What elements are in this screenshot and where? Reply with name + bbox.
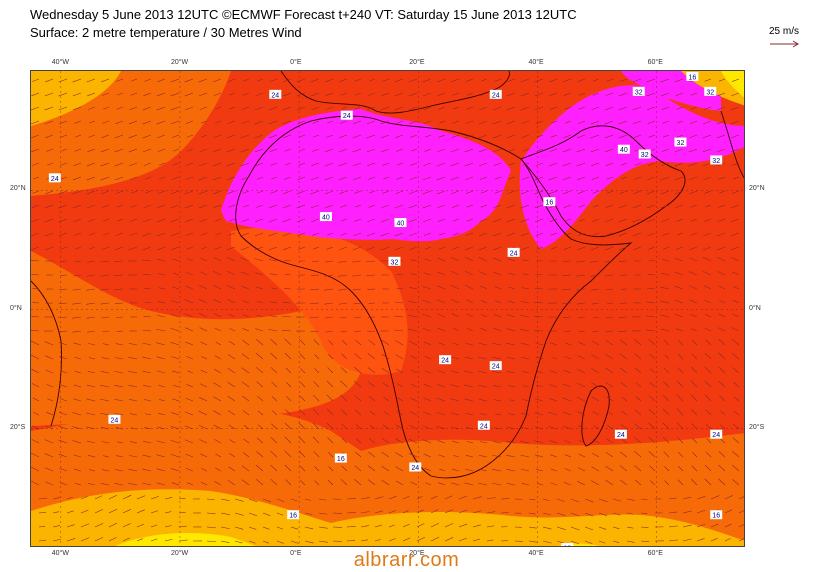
- longitude-tick-label: 20°E: [409, 59, 424, 66]
- contour-label: 16: [561, 543, 573, 547]
- svg-text:32: 32: [641, 152, 649, 159]
- contour-label: 40: [394, 218, 406, 228]
- contour-label: 24: [439, 355, 451, 365]
- contour-label: 32: [639, 149, 651, 159]
- svg-text:24: 24: [411, 465, 419, 472]
- contour-label: 24: [710, 430, 722, 440]
- contour-label: 32: [388, 257, 400, 267]
- svg-text:24: 24: [492, 92, 500, 99]
- wind-scale-label: 25 m/s: [769, 26, 799, 37]
- contour-label: 16: [710, 510, 722, 520]
- svg-text:16: 16: [563, 546, 571, 548]
- longitude-tick-label: 40°E: [528, 59, 543, 66]
- latitude-tick-label: 20°S: [749, 424, 764, 431]
- forecast-map: 24 24 24 32 16 32 40 32 32 32 24 40 40 32 24 16 24 24 24 24…: [30, 70, 745, 547]
- svg-text:16: 16: [688, 74, 696, 81]
- longitude-tick-label: 60°E: [648, 59, 663, 66]
- svg-text:24: 24: [111, 417, 119, 424]
- svg-text:32: 32: [391, 259, 399, 266]
- contour-label: 32: [704, 87, 716, 97]
- contour-label: 24: [108, 415, 120, 425]
- svg-text:16: 16: [545, 200, 553, 207]
- longitude-tick-label: 0°E: [290, 59, 301, 66]
- contour-label: 32: [633, 87, 645, 97]
- svg-text:24: 24: [712, 432, 720, 439]
- svg-text:24: 24: [51, 176, 59, 183]
- contour-label: 32: [674, 138, 686, 148]
- svg-text:32: 32: [712, 158, 720, 165]
- svg-text:32: 32: [677, 140, 685, 147]
- contour-label: 24: [269, 90, 281, 100]
- svg-text:40: 40: [322, 215, 330, 222]
- svg-text:40: 40: [620, 147, 628, 154]
- latitude-tick-label: 20°N: [749, 185, 765, 192]
- svg-text:32: 32: [635, 89, 643, 96]
- svg-text:24: 24: [441, 358, 449, 365]
- svg-text:24: 24: [480, 423, 488, 430]
- latitude-tick-label: 0°N: [10, 305, 22, 312]
- chart-title-line-2: Surface: 2 metre temperature / 30 Metres…: [30, 25, 302, 40]
- svg-text:24: 24: [510, 250, 518, 257]
- svg-text:32: 32: [706, 89, 714, 96]
- svg-text:16: 16: [337, 456, 345, 463]
- contour-label: 24: [490, 361, 502, 371]
- latitude-tick-label: 20°S: [10, 424, 25, 431]
- contour-label: 32: [710, 155, 722, 165]
- wind-scale-arrow-icon: [770, 40, 802, 48]
- contour-label: 16: [335, 454, 347, 464]
- contour-label: 40: [320, 212, 332, 222]
- contour-label: 24: [49, 173, 61, 183]
- contour-label: 24: [615, 430, 627, 440]
- chart-title-line-1: Wednesday 5 June 2013 12UTC ©ECMWF Forec…: [30, 7, 577, 22]
- contour-label: 16: [287, 510, 299, 520]
- svg-text:16: 16: [712, 513, 720, 520]
- svg-text:24: 24: [271, 92, 279, 99]
- contour-label: 40: [618, 145, 630, 155]
- svg-text:24: 24: [492, 364, 500, 371]
- latitude-tick-label: 0°N: [749, 305, 761, 312]
- contour-label: 24: [508, 248, 520, 258]
- longitude-tick-label: 40°W: [52, 59, 69, 66]
- contour-label: 16: [543, 197, 555, 207]
- longitude-tick-label: 20°W: [171, 59, 188, 66]
- svg-text:16: 16: [289, 513, 297, 520]
- contour-label: 24: [409, 463, 421, 473]
- contour-label: 24: [490, 90, 502, 100]
- svg-text:40: 40: [397, 221, 405, 228]
- svg-text:24: 24: [617, 432, 625, 439]
- svg-text:24: 24: [343, 113, 351, 120]
- latitude-tick-label: 20°N: [10, 185, 26, 192]
- watermark-text: albrarr.com: [0, 549, 813, 572]
- contour-label: 24: [478, 421, 490, 431]
- contour-label: 24: [341, 111, 353, 121]
- contour-label: 16: [686, 72, 698, 82]
